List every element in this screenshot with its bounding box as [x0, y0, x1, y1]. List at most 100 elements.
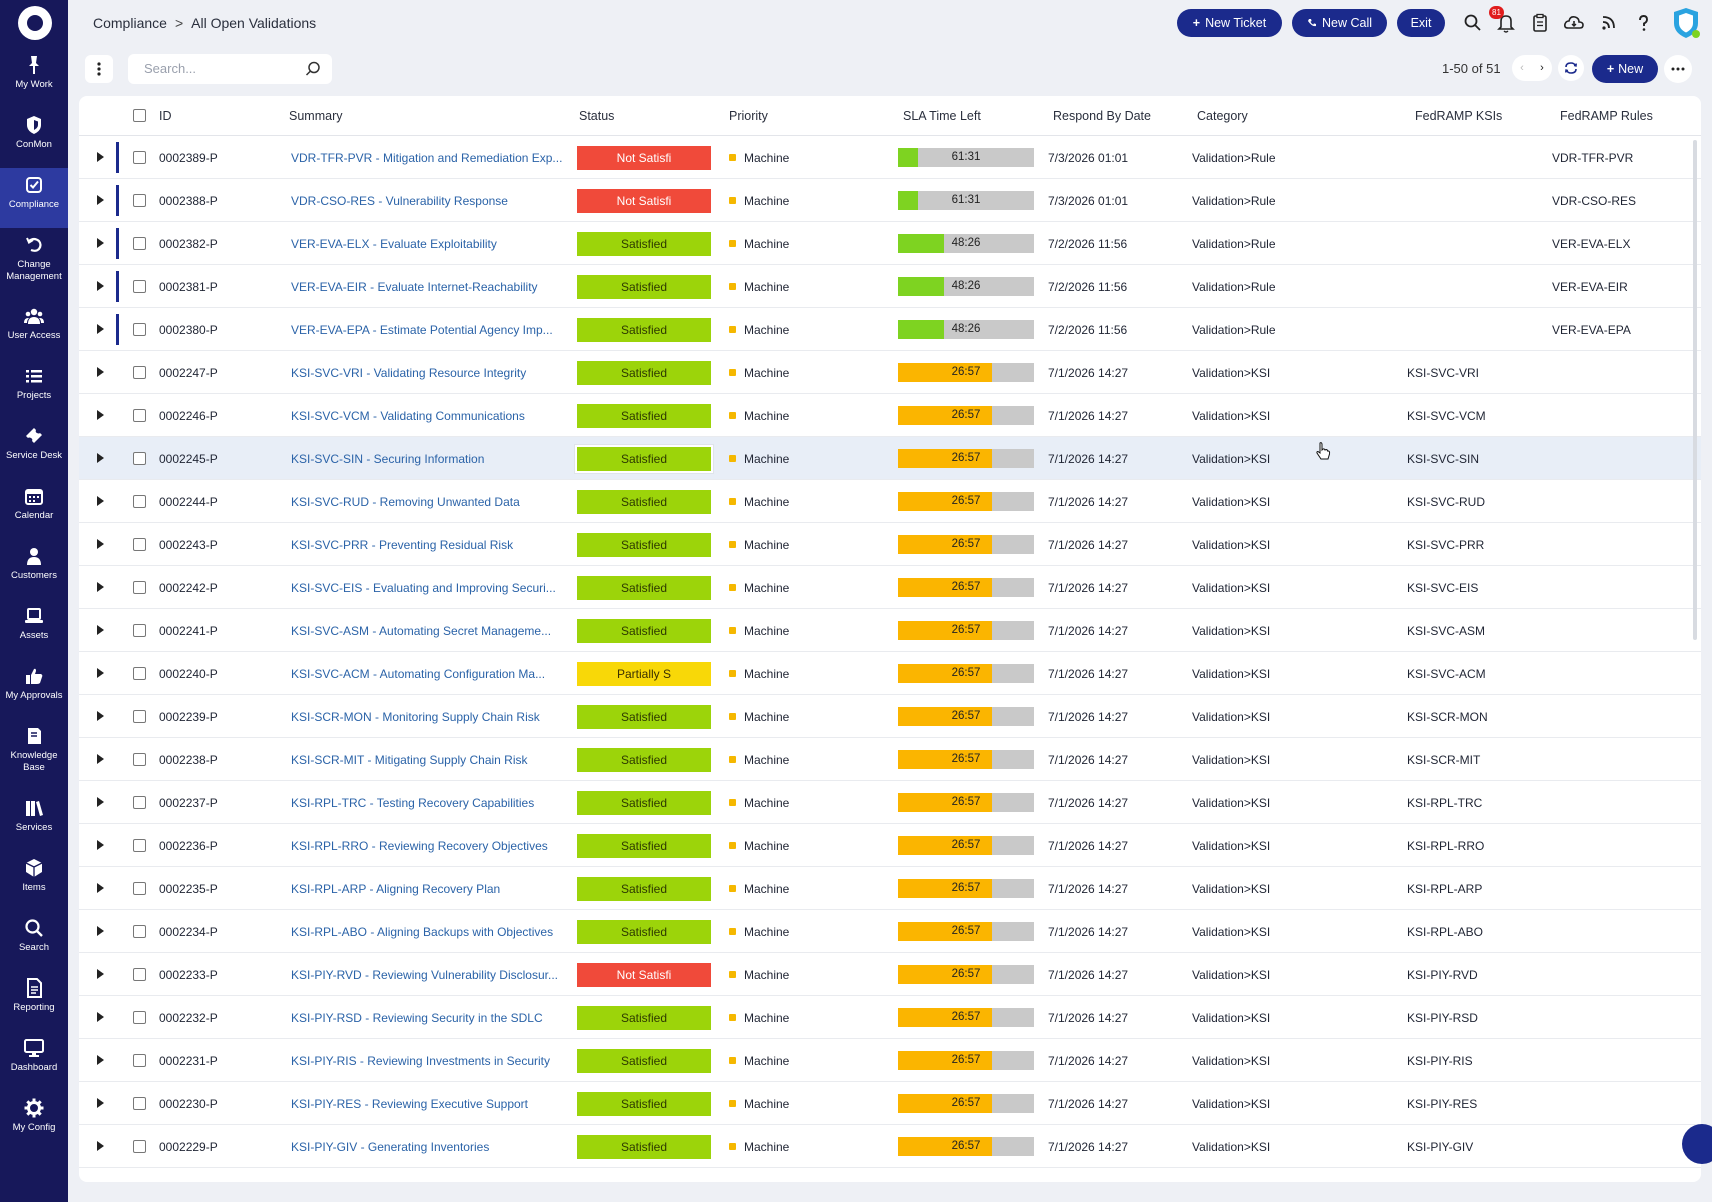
sidebar-item-assets[interactable]: Assets [0, 599, 68, 659]
search-box[interactable] [128, 54, 332, 84]
cell-summary-link[interactable]: KSI-PIY-RSD - Reviewing Security in the … [291, 1010, 543, 1025]
search-input[interactable] [144, 61, 294, 76]
row-checkbox[interactable] [133, 151, 146, 164]
row-checkbox[interactable] [133, 839, 146, 852]
refresh-icon[interactable] [1558, 55, 1584, 81]
row-checkbox[interactable] [133, 495, 146, 508]
cell-summary-link[interactable]: KSI-PIY-GIV - Generating Inventories [291, 1139, 490, 1154]
expand-caret-icon[interactable] [97, 969, 104, 979]
sidebar-item-customers[interactable]: Customers [0, 539, 68, 599]
select-all-checkbox[interactable] [133, 109, 146, 122]
table-row[interactable]: 0002382-P VER-EVA-ELX - Evaluate Exploita… [79, 222, 1701, 265]
cell-summary-link[interactable]: KSI-SVC-EIS - Evaluating and Improving S… [291, 580, 556, 595]
cell-summary-link[interactable]: KSI-SVC-ASM - Automating Secret Manageme… [291, 623, 552, 638]
table-row[interactable]: 0002242-P KSI-SVC-EIS - Evaluating and Im… [79, 566, 1701, 609]
cell-summary-link[interactable]: KSI-SCR-MON - Monitoring Supply Chain Ri… [291, 709, 540, 724]
sidebar-item-my-approvals[interactable]: My Approvals [0, 659, 68, 719]
table-row[interactable]: 0002236-P KSI-RPL-RRO - Reviewing Recover… [79, 824, 1701, 867]
column-header-sla[interactable]: SLA Time Left [903, 109, 981, 123]
row-checkbox[interactable] [133, 323, 146, 336]
table-row[interactable]: 0002246-P KSI-SVC-VCM - Validating Commun… [79, 394, 1701, 437]
row-checkbox[interactable] [133, 753, 146, 766]
row-checkbox[interactable] [133, 452, 146, 465]
table-scrollbar[interactable] [1693, 140, 1697, 640]
expand-caret-icon[interactable] [97, 625, 104, 635]
cell-summary-link[interactable]: VER-EVA-ELX - Evaluate Exploitability [291, 236, 497, 251]
table-row[interactable]: 0002243-P KSI-SVC-PRR - Preventing Residu… [79, 523, 1701, 566]
table-row[interactable]: 0002232-P KSI-PIY-RSD - Reviewing Securit… [79, 996, 1701, 1039]
new-ticket-button[interactable]: + New Ticket [1177, 9, 1282, 37]
new-record-button[interactable]: + New [1592, 55, 1658, 83]
table-row[interactable]: 0002235-P KSI-RPL-ARP - Aligning Recovery… [79, 867, 1701, 910]
sidebar-item-compliance[interactable]: Compliance [0, 168, 68, 228]
cell-summary-link[interactable]: KSI-SCR-MIT - Mitigating Supply Chain Ri… [291, 752, 528, 767]
rss-icon[interactable] [1597, 11, 1621, 35]
row-checkbox[interactable] [133, 366, 146, 379]
cell-summary-link[interactable]: KSI-PIY-RVD - Reviewing Vulnerability Di… [291, 967, 558, 982]
cell-summary-link[interactable]: KSI-RPL-RRO - Reviewing Recovery Objecti… [291, 838, 548, 853]
expand-caret-icon[interactable] [97, 453, 104, 463]
table-row[interactable]: 0002388-P VDR-CSO-RES - Vulnerability Res… [79, 179, 1701, 222]
search-icon[interactable] [1461, 11, 1485, 35]
chat-launcher-icon[interactable] [1682, 1124, 1712, 1164]
sidebar-item-user-access[interactable]: User Access [0, 299, 68, 359]
row-checkbox[interactable] [133, 409, 146, 422]
table-row[interactable]: 0002234-P KSI-RPL-ABO - Aligning Backups … [79, 910, 1701, 953]
cloud-icon[interactable] [1562, 11, 1586, 35]
row-checkbox[interactable] [133, 581, 146, 594]
table-row[interactable]: 0002239-P KSI-SCR-MON - Monitoring Supply… [79, 695, 1701, 738]
expand-caret-icon[interactable] [97, 238, 104, 248]
column-header-fedramp-ksis[interactable]: FedRAMP KSIs [1415, 109, 1503, 123]
row-checkbox[interactable] [133, 667, 146, 680]
bell-icon[interactable] [1494, 11, 1518, 35]
expand-caret-icon[interactable] [97, 711, 104, 721]
table-row[interactable]: 0002244-P KSI-SVC-RUD - Removing Unwanted… [79, 480, 1701, 523]
expand-caret-icon[interactable] [97, 1055, 104, 1065]
expand-caret-icon[interactable] [97, 582, 104, 592]
app-logo[interactable] [18, 6, 52, 40]
table-row[interactable]: 0002230-P KSI-PIY-RES - Reviewing Executi… [79, 1082, 1701, 1125]
row-checkbox[interactable] [133, 882, 146, 895]
sidebar-item-my-config[interactable]: My Config [0, 1091, 68, 1151]
table-row[interactable]: 0002231-P KSI-PIY-RIS - Reviewing Investm… [79, 1039, 1701, 1082]
row-checkbox[interactable] [133, 1140, 146, 1153]
cell-summary-link[interactable]: KSI-SVC-VRI - Validating Resource Integr… [291, 365, 527, 380]
expand-caret-icon[interactable] [97, 840, 104, 850]
table-row[interactable]: 0002247-P KSI-SVC-VRI - Validating Resour… [79, 351, 1701, 394]
sidebar-item-knowledge-base[interactable]: Knowledge Base [0, 719, 68, 779]
row-checkbox[interactable] [133, 1054, 146, 1067]
help-icon[interactable] [1631, 11, 1655, 35]
table-row[interactable]: 0002237-P KSI-RPL-TRC - Testing Recovery … [79, 781, 1701, 824]
column-header-status[interactable]: Status [579, 109, 615, 123]
cell-summary-link[interactable]: KSI-PIY-RES - Reviewing Executive Suppor… [291, 1096, 528, 1111]
cell-summary-link[interactable]: VER-EVA-EPA - Estimate Potential Agency … [291, 322, 553, 337]
exit-button[interactable]: Exit [1397, 9, 1445, 37]
sidebar-item-reporting[interactable]: Reporting [0, 971, 68, 1031]
more-horizontal-icon[interactable] [1664, 55, 1692, 83]
breadcrumb-section[interactable]: Compliance [93, 15, 167, 31]
expand-caret-icon[interactable] [97, 367, 104, 377]
cell-summary-link[interactable]: KSI-RPL-ARP - Aligning Recovery Plan [291, 881, 501, 896]
chevron-left-icon[interactable]: ‹ [1520, 62, 1524, 74]
more-options-icon[interactable] [85, 55, 113, 83]
expand-caret-icon[interactable] [97, 324, 104, 334]
column-header-summary[interactable]: Summary [289, 109, 343, 123]
column-header-id[interactable]: ID [159, 109, 172, 123]
row-checkbox[interactable] [133, 710, 146, 723]
row-checkbox[interactable] [133, 194, 146, 207]
row-checkbox[interactable] [133, 796, 146, 809]
sidebar-item-search[interactable]: Search [0, 911, 68, 971]
cell-summary-link[interactable]: KSI-SVC-SIN - Securing Information [291, 451, 485, 466]
shield-icon[interactable] [1671, 6, 1701, 40]
sidebar-item-services[interactable]: Services [0, 791, 68, 851]
table-row[interactable]: 0002389-P VDR-TFR-PVR - Mitigation and Re… [79, 136, 1701, 179]
expand-caret-icon[interactable] [97, 797, 104, 807]
column-header-priority[interactable]: Priority [729, 109, 768, 123]
table-row[interactable]: 0002245-P KSI-SVC-SIN - Securing Informat… [79, 437, 1701, 480]
search-icon[interactable] [304, 60, 322, 78]
row-checkbox[interactable] [133, 624, 146, 637]
row-checkbox[interactable] [133, 1097, 146, 1110]
sidebar-item-calendar[interactable]: Calendar [0, 479, 68, 539]
cell-summary-link[interactable]: KSI-RPL-TRC - Testing Recovery Capabilit… [291, 795, 535, 810]
expand-caret-icon[interactable] [97, 883, 104, 893]
